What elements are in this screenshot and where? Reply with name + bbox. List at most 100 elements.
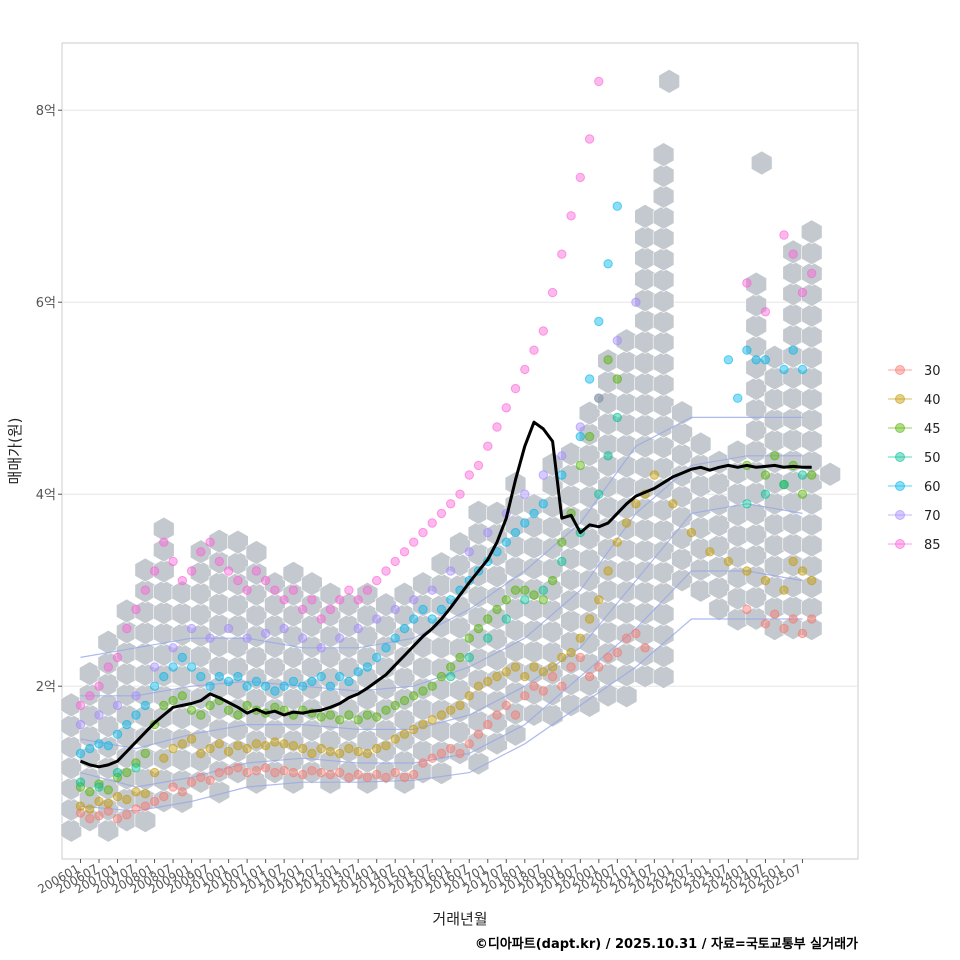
point-45-26 xyxy=(316,712,326,722)
point-40-50 xyxy=(538,667,548,677)
point-30-4 xyxy=(112,814,123,824)
point-85-27 xyxy=(325,604,336,615)
hexbin-cell-416 xyxy=(671,400,693,426)
point-30-35 xyxy=(399,772,410,783)
point-30-55 xyxy=(584,671,595,682)
point-60-6 xyxy=(131,710,141,720)
point-50-13 xyxy=(603,451,613,461)
point-70-30 xyxy=(631,297,641,307)
point-70-27 xyxy=(575,422,585,432)
point-85-33 xyxy=(381,566,391,576)
point-40-30 xyxy=(353,746,363,757)
point-40-8 xyxy=(149,767,160,778)
point-70-19 xyxy=(427,585,437,595)
point-60-39 xyxy=(436,604,447,615)
hexbin-cell-86 xyxy=(208,779,230,805)
point-40-71 xyxy=(797,566,808,576)
series-30 xyxy=(75,604,817,824)
point-85-51 xyxy=(547,287,558,298)
y-tick-label-2: 6억 xyxy=(36,296,56,311)
point-85-24 xyxy=(298,604,308,615)
hexbin-cell-406 xyxy=(652,163,675,188)
point-45-43 xyxy=(473,623,484,634)
point-45-42 xyxy=(464,633,474,643)
point-40-65 xyxy=(705,547,715,557)
point-30-51 xyxy=(547,671,558,682)
point-85-19 xyxy=(251,566,262,576)
point-85-48 xyxy=(520,364,530,375)
legend-entry-40: 40 xyxy=(888,393,941,408)
point-60-38 xyxy=(427,614,437,624)
legend-entry-85: 85 xyxy=(888,538,941,553)
point-60-63 xyxy=(788,345,798,355)
y-tick-label-1: 4억 xyxy=(36,488,56,503)
point-60-34 xyxy=(390,633,400,643)
point-45-50 xyxy=(538,595,548,605)
point-50-0 xyxy=(75,777,86,787)
point-30-32 xyxy=(372,769,382,780)
hexbin-cell-403 xyxy=(652,225,675,251)
point-50-1 xyxy=(94,782,104,792)
hexbin-cell-234 xyxy=(467,750,490,776)
point-40-31 xyxy=(362,748,373,759)
point-30-45 xyxy=(492,710,502,720)
point-70-10 xyxy=(260,628,271,639)
point-45-65 xyxy=(807,470,817,480)
hexbin-cell-502 xyxy=(801,407,823,433)
point-40-41 xyxy=(455,700,465,711)
point-30-1 xyxy=(85,814,95,824)
point-30-58 xyxy=(612,647,622,658)
point-50-17 xyxy=(779,479,789,490)
legend-label-60: 60 xyxy=(924,480,941,495)
point-45-13 xyxy=(196,710,206,720)
point-85-55 xyxy=(584,134,595,144)
point-45-31 xyxy=(362,710,373,720)
point-60-49 xyxy=(529,508,539,519)
point-40-42 xyxy=(464,691,474,701)
hexbin-cell-143 xyxy=(282,561,305,586)
point-60-32 xyxy=(372,652,382,663)
point-30-26 xyxy=(316,767,326,778)
point-70-26 xyxy=(557,451,567,461)
point-85-13 xyxy=(196,547,206,557)
point-85-5 xyxy=(122,623,132,634)
point-45-28 xyxy=(335,715,345,725)
hexbin-cell-503 xyxy=(801,386,823,412)
point-60-29 xyxy=(344,676,354,687)
point-45-39 xyxy=(436,671,447,682)
point-30-2 xyxy=(94,811,104,821)
point-30-14 xyxy=(205,775,215,785)
point-40-2 xyxy=(94,796,104,807)
point-40-64 xyxy=(686,527,697,538)
point-60-59 xyxy=(742,345,752,355)
hexbin-cell-496 xyxy=(801,532,823,558)
point-40-18 xyxy=(242,743,252,754)
point-70-24 xyxy=(520,489,530,499)
hexbin-cell-510 xyxy=(801,240,823,266)
point-30-47 xyxy=(510,710,521,720)
point-40-16 xyxy=(223,746,234,757)
hexbin-cell-36 xyxy=(134,808,156,833)
point-70-17 xyxy=(390,604,400,615)
point-85-34 xyxy=(390,556,400,567)
point-40-12 xyxy=(186,734,197,744)
hexbin-cell-455 xyxy=(745,334,767,360)
point-85-10 xyxy=(168,556,178,567)
point-30-42 xyxy=(464,739,474,749)
point-60-17 xyxy=(233,671,243,682)
point-30-57 xyxy=(603,652,613,663)
point-85-45 xyxy=(492,422,502,432)
point-85-8 xyxy=(149,566,160,576)
point-30-56 xyxy=(594,662,604,672)
hexbin-cell-110 xyxy=(227,529,249,555)
point-40-55 xyxy=(584,614,595,624)
point-85-54 xyxy=(575,172,585,183)
point-40-57 xyxy=(603,566,613,576)
point-40-1 xyxy=(85,804,95,814)
point-30-43 xyxy=(473,729,484,739)
point-40-59 xyxy=(621,518,632,528)
hexbin-cell-456 xyxy=(745,313,767,339)
point-45-57 xyxy=(603,355,613,365)
point-85-47 xyxy=(510,383,521,394)
point-50-9 xyxy=(538,585,548,595)
